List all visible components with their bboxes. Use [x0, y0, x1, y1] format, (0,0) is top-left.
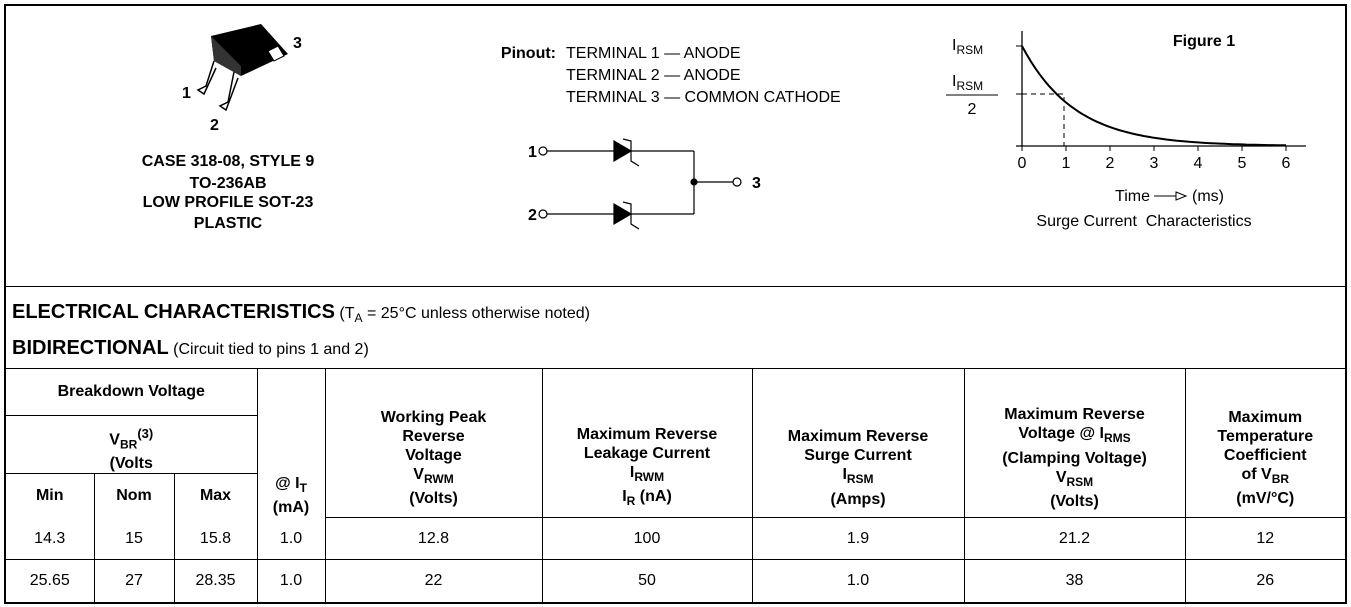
data-cell: 14.3	[6, 518, 94, 560]
data-cell: 100	[542, 518, 752, 560]
y-label: IRSM	[952, 37, 983, 57]
pinout-line: TERMINAL 1 — ANODE	[566, 45, 741, 62]
x-tick-label: 3	[1150, 155, 1159, 172]
data-cell: 1.9	[752, 518, 964, 560]
data-cell: 26	[1185, 560, 1345, 602]
header-cell: @ IT(mA)	[257, 474, 325, 518]
header-cell: Breakdown Voltage	[6, 369, 257, 415]
header-cell: Min	[6, 474, 94, 518]
data-cell: 25.65	[6, 560, 94, 602]
data-cell: 1.0	[752, 560, 964, 602]
conditions-line: ELECTRICAL CHARACTERISTICS (TA = 25°C un…	[12, 297, 1345, 333]
conditions: ELECTRICAL CHARACTERISTICS (TA = 25°C un…	[6, 287, 1345, 369]
figure-caption: Surge Current Characteristics	[1036, 213, 1251, 230]
y-label-denominator: 2	[968, 101, 977, 118]
x-tick-label: 0	[1018, 155, 1027, 172]
x-tick-label: 1	[1062, 155, 1071, 172]
header-cell: Nom	[94, 474, 174, 518]
data-cell: 22	[325, 560, 542, 602]
conditions-note: (TA = 25°C unless otherwise noted)	[339, 305, 590, 322]
pinout-line: TERMINAL 3 — COMMON CATHODE	[566, 89, 841, 106]
schematic-pin: 2	[528, 207, 537, 224]
pinout-line: TERMINAL 2 — ANODE	[566, 67, 741, 84]
conditions-line: BIDIRECTIONAL (Circuit tied to pins 1 an…	[12, 333, 1345, 365]
schematic-pin: 3	[752, 175, 761, 192]
surge-graph	[946, 31, 1306, 200]
data-cell: 28.35	[174, 560, 257, 602]
data-cell: 27	[94, 560, 174, 602]
header-section: 3 1 2 CASE 318-08, STYLE 9 TO-236AB LOW …	[6, 6, 1345, 287]
x-tick-label: 4	[1194, 155, 1203, 172]
schematic-pin: 1	[528, 144, 537, 161]
case-line: TO-236AB	[189, 175, 266, 192]
data-cell: 15.8	[174, 518, 257, 560]
mode: BIDIRECTIONAL	[12, 337, 169, 359]
header-cell: VBR(3)(Volts	[6, 415, 257, 474]
header-cell: Max	[174, 474, 257, 518]
data-cell: 38	[964, 560, 1185, 602]
data-cell: 50	[542, 560, 752, 602]
data-cell: 12	[1185, 518, 1345, 560]
y-label: IRSM	[952, 73, 983, 93]
package-drawing	[198, 24, 288, 110]
case-line: LOW PROFILE SOT-23	[143, 194, 314, 211]
data-cell: 21.2	[964, 518, 1185, 560]
x-unit: (ms)	[1192, 188, 1224, 205]
curve	[1022, 46, 1286, 145]
data-cell: 1.0	[257, 518, 325, 560]
case-line: CASE 318-08, STYLE 9	[142, 153, 315, 170]
conditions-title: ELECTRICAL CHARACTERISTICS	[12, 301, 335, 323]
x-tick-label: 5	[1238, 155, 1247, 172]
datasheet: 3 1 2 CASE 318-08, STYLE 9 TO-236AB LOW …	[4, 4, 1347, 604]
data-cell: 12.8	[325, 518, 542, 560]
x-tick-label: 2	[1106, 155, 1115, 172]
data-cell: 15	[94, 518, 174, 560]
schematic	[539, 139, 741, 229]
figure-title: Figure 1	[1173, 33, 1235, 50]
page: 3 1 2 CASE 318-08, STYLE 9 TO-236AB LOW …	[0, 0, 1351, 607]
pin-label: 2	[210, 117, 219, 134]
x-label: Time	[1115, 188, 1150, 205]
pinout-label: Pinout:	[501, 45, 556, 62]
header-cell	[257, 369, 325, 474]
pin-label: 1	[182, 85, 191, 102]
pin-label: 3	[293, 35, 302, 52]
case-line: PLASTIC	[194, 215, 263, 232]
data-cell: 1.0	[257, 560, 325, 602]
x-tick-label: 6	[1282, 155, 1291, 172]
mode-note: (Circuit tied to pins 1 and 2)	[173, 341, 369, 358]
